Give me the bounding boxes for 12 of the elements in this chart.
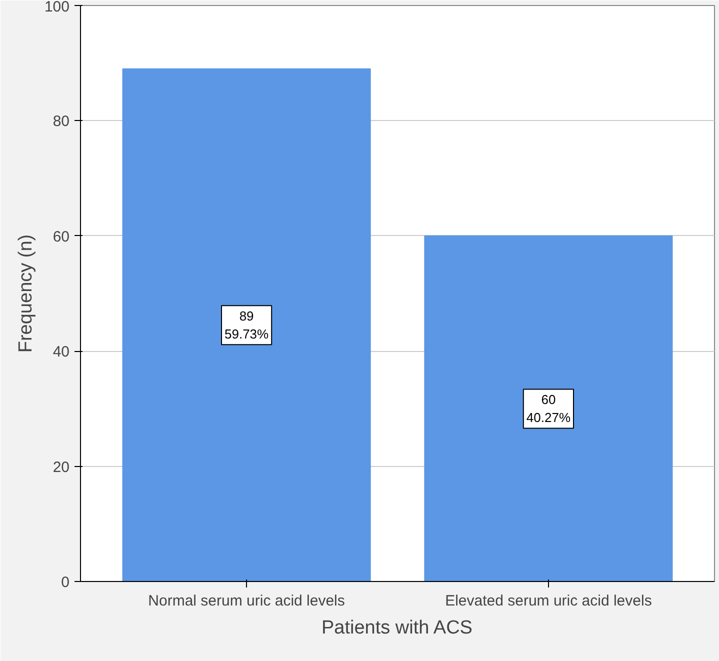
data-label: 60 40.27% (526, 392, 571, 426)
x-axis-title: Patients with ACS (321, 618, 472, 638)
y-tick-label: 0 (61, 574, 70, 591)
y-axis-title: Frequency (n) (15, 234, 36, 353)
y-tick-label: 40 (52, 344, 70, 361)
y-tick-label: 20 (52, 458, 70, 476)
x-tick-label: Normal serum uric acid levels (148, 592, 345, 610)
y-tick-label: 100 (44, 0, 70, 16)
y-tick-label: 60 (52, 228, 70, 246)
x-tick-label: Elevated serum uric acid levels (445, 592, 652, 610)
data-label: 89 59.73% (224, 308, 270, 342)
y-tick-label: 80 (52, 113, 70, 130)
